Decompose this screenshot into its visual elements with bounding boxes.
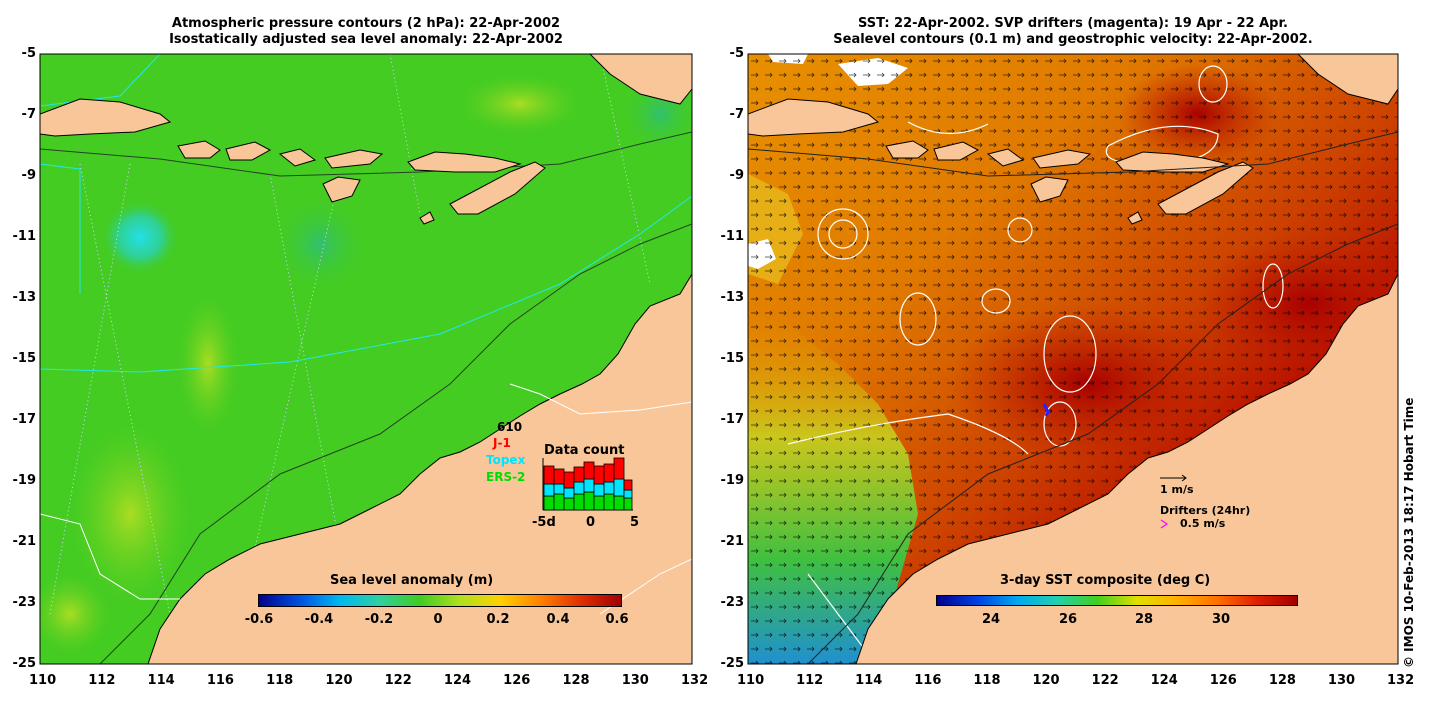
left-map-title: Atmospheric pressure contours (2 hPa): 2…: [40, 16, 692, 48]
right-x-tick: 118: [973, 673, 1001, 688]
sst-colorbar-tick: 24: [981, 612, 1001, 627]
left-y-tick: -13: [12, 290, 37, 305]
histogram-axis-label-end: 5: [630, 515, 640, 530]
sst-colorbar: [936, 595, 1298, 606]
left-x-tick: 128: [562, 673, 590, 688]
right-y-tick: -19: [720, 473, 745, 488]
left-y-tick: -15: [12, 351, 37, 366]
sla-colorbar-tick: -0.6: [244, 612, 274, 627]
sla-high-anomaly: [460, 74, 580, 134]
right-x-tick: 110: [737, 673, 765, 688]
mission-ers2-label: ERS-2: [486, 470, 526, 484]
copyright-text: © IMOS 10-Feb-2013 18:17 Hobart Time: [1402, 397, 1416, 668]
sst-colorbar-tick: 26: [1058, 612, 1078, 627]
right-y-tick: -7: [729, 107, 744, 122]
left-x-tick: 120: [325, 673, 353, 688]
right-y-tick: -11: [720, 229, 745, 244]
left-y-tick: -19: [12, 473, 37, 488]
left-y-tick: -23: [12, 595, 37, 610]
right-y-tick: -25: [720, 656, 745, 671]
sla-high-anomaly: [178, 294, 238, 434]
left-x-tick: 118: [266, 673, 294, 688]
right-x-tick: 132: [1387, 673, 1415, 688]
drifters-label: Drifters (24hr): [1160, 504, 1251, 517]
sst-map[interactable]: 1 m/s Drifters (24hr) 0.5 m/s 3-day SST …: [748, 54, 1398, 664]
right-x-tick: 122: [1091, 673, 1119, 688]
right-x-tick: 124: [1150, 673, 1178, 688]
mission-topex-label: Topex: [486, 453, 526, 467]
right-x-tick: 126: [1209, 673, 1237, 688]
left-y-tick: -17: [12, 412, 37, 427]
sla-colorbar-tick: 0.4: [546, 612, 570, 627]
sst-colorbar-tick: 30: [1211, 612, 1231, 627]
right-x-tick: 120: [1032, 673, 1060, 688]
mission-j1-label: J-1: [493, 436, 511, 450]
right-y-tick: -21: [720, 534, 745, 549]
sla-low-anomaly: [100, 199, 180, 275]
left-title-line1: Atmospheric pressure contours (2 hPa): 2…: [171, 16, 561, 31]
left-x-tick: 130: [621, 673, 649, 688]
left-x-tick: 132: [681, 673, 709, 688]
sla-colorbar-tick: -0.2: [364, 612, 394, 627]
histogram-axis-label-start: -5d: [532, 515, 556, 530]
sla-high-anomaly: [70, 424, 190, 604]
left-x-tick: 114: [147, 673, 175, 688]
left-y-tick: -11: [12, 229, 37, 244]
right-x-tick: 128: [1268, 673, 1296, 688]
sla-map[interactable]: 610 J-1 Topex ERS-2 Data count -5d 0 5 S…: [40, 54, 692, 664]
sla-colorbar: [258, 594, 622, 607]
right-x-tick: 112: [796, 673, 824, 688]
drifter-scale-label: 0.5 m/s: [1180, 517, 1226, 530]
left-x-tick: 122: [384, 673, 412, 688]
left-y-tick: -9: [21, 168, 36, 183]
left-x-tick: 110: [29, 673, 57, 688]
right-y-tick: -15: [720, 351, 745, 366]
left-x-tick: 112: [88, 673, 116, 688]
right-y-tick: -5: [729, 46, 744, 61]
left-x-tick: 124: [443, 673, 472, 688]
right-y-tick: -23: [720, 595, 745, 610]
sla-colorbar-tick: 0.2: [486, 612, 510, 627]
sst-colorbar-tick: 28: [1134, 612, 1154, 627]
sla-low-anomaly: [270, 194, 370, 294]
right-title-line1: SST: 22-Apr-2002. SVP drifters (magenta)…: [858, 16, 1288, 31]
right-y-tick: -17: [720, 412, 745, 427]
sla-colorbar-title: Sea level anomaly (m): [330, 573, 494, 588]
left-x-tick: 116: [206, 673, 234, 688]
right-y-tick: -9: [729, 168, 744, 183]
velocity-scale-label: 1 m/s: [1160, 483, 1194, 496]
left-y-tick: -25: [12, 656, 37, 671]
right-map-title: SST: 22-Apr-2002. SVP drifters (magenta)…: [748, 16, 1398, 48]
histogram-axis-label-zero: 0: [586, 515, 596, 530]
right-title-line2: Sealevel contours (0.1 m) and geostrophi…: [833, 32, 1313, 47]
left-y-tick: -21: [12, 534, 37, 549]
data-count-title: Data count: [544, 443, 625, 458]
sla-colorbar-tick: 0: [433, 612, 443, 627]
data-count-total: 610: [497, 420, 523, 434]
sst-colorbar-title: 3-day SST composite (deg C): [1000, 573, 1211, 588]
right-y-tick: -13: [720, 290, 745, 305]
right-x-tick: 114: [855, 673, 883, 688]
sla-colorbar-tick: 0.6: [605, 612, 629, 627]
left-x-tick: 126: [503, 673, 531, 688]
right-x-tick: 116: [914, 673, 942, 688]
sla-colorbar-tick: -0.4: [304, 612, 334, 627]
left-y-tick: -7: [21, 107, 36, 122]
left-y-tick: -5: [21, 46, 36, 61]
left-title-line2: Isostatically adjusted sea level anomaly…: [169, 32, 563, 47]
right-x-tick: 130: [1327, 673, 1356, 688]
